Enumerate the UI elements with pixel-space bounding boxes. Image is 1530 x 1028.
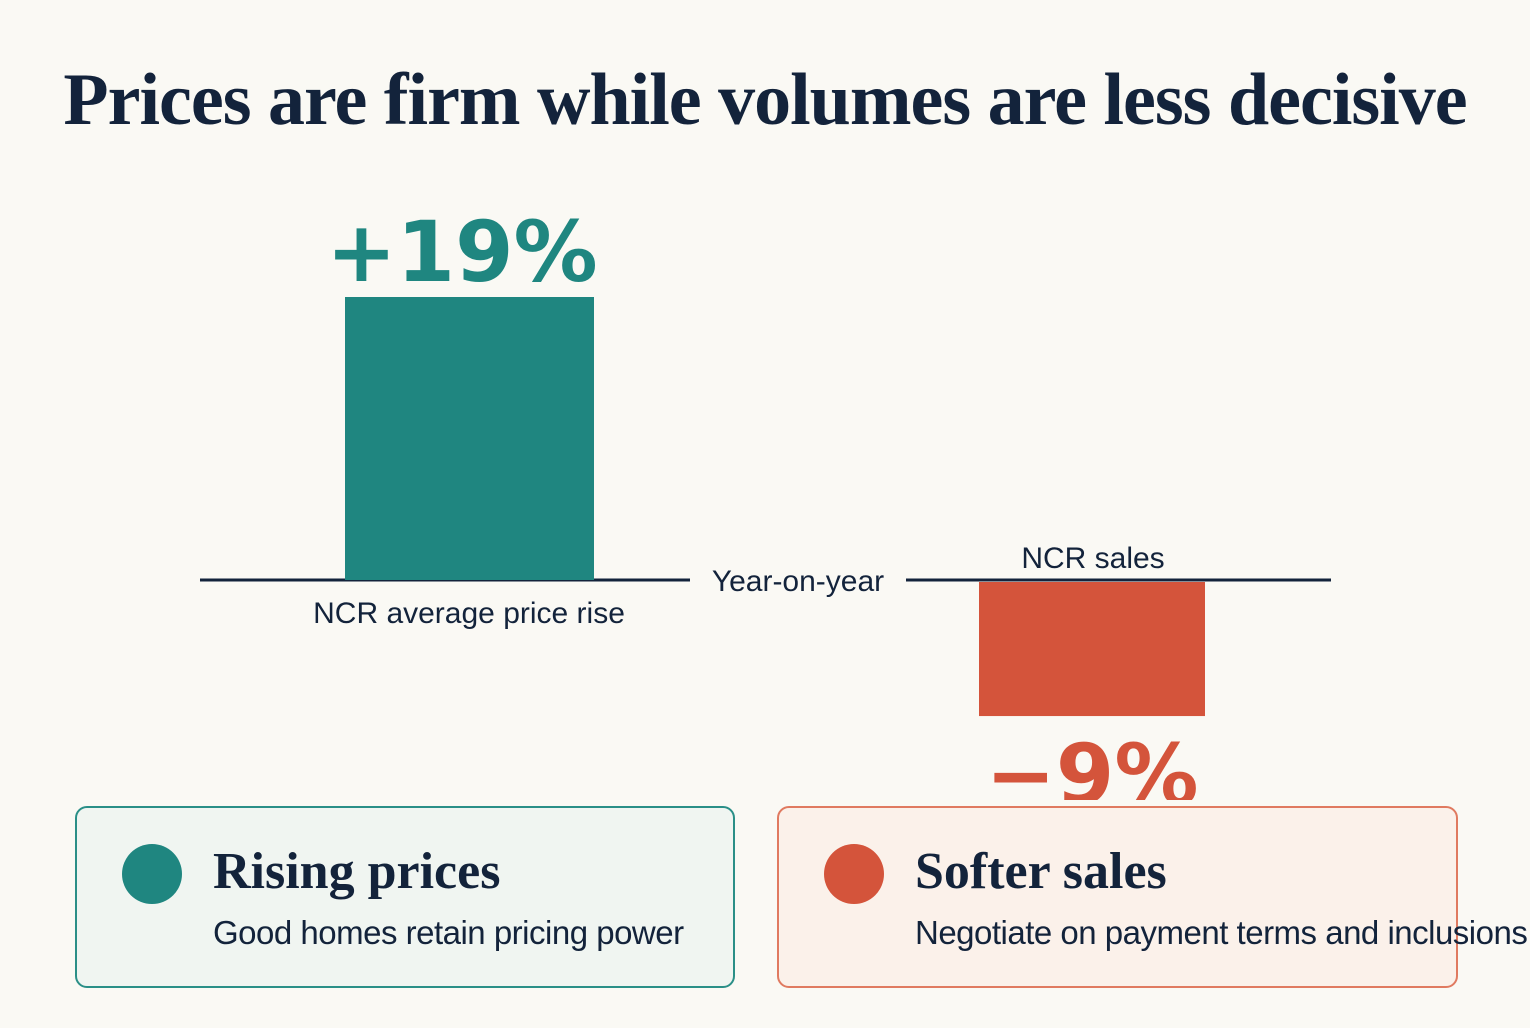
card-text: Good homes retain pricing power: [213, 914, 684, 951]
category-label-sales: NCR sales: [1021, 542, 1164, 575]
card-heading: Rising prices: [213, 843, 501, 900]
axis-label-year-on-year: Year-on-year: [712, 565, 884, 598]
value-label-price-rise: +19%: [326, 203, 597, 301]
value-label-sales: −9%: [986, 726, 1199, 800]
comparison-bar-chart: Year-on-year +19% −9% NCR average price …: [200, 203, 1331, 800]
bar-sales: [979, 582, 1205, 717]
teal-dot-icon: [122, 844, 182, 904]
card-text: Negotiate on payment terms and inclusion…: [915, 914, 1528, 951]
category-label-price-rise: NCR average price rise: [313, 597, 625, 630]
page-title: Prices are firm while volumes are less d…: [63, 59, 1467, 141]
card-softer-sales: Softer sales Negotiate on payment terms …: [777, 806, 1528, 988]
card-heading: Softer sales: [915, 843, 1167, 900]
card-rising-prices: Rising prices Good homes retain pricing …: [75, 806, 735, 988]
bar-price-rise: [345, 297, 594, 580]
red-dot-icon: [824, 844, 884, 904]
